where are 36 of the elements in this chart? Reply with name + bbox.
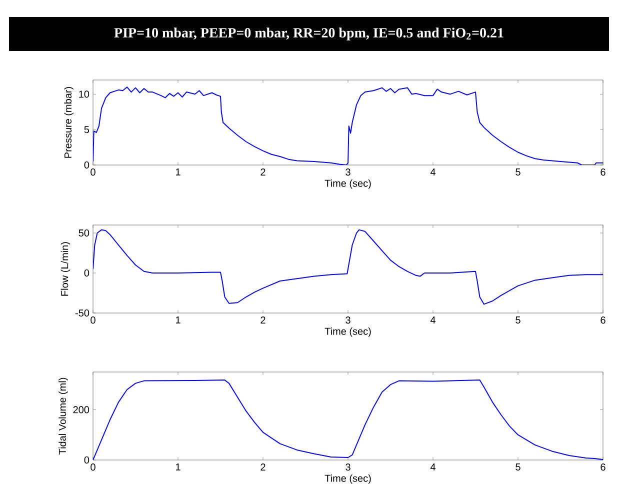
y-tick-label: 0	[84, 456, 90, 464]
x-tick-label: 4	[430, 168, 436, 176]
x-tick-label: 6	[600, 168, 606, 176]
x-tick-label: 5	[516, 316, 520, 324]
x-tick-label: 1	[176, 464, 180, 470]
y-tick-label: 0	[84, 269, 90, 277]
x-tick-label: 1	[176, 168, 180, 176]
x-tick-label: 0	[90, 464, 96, 471]
x-tick-label: 3	[346, 168, 350, 176]
x-tick-label: 3	[346, 464, 350, 471]
x-tick-label: 4	[430, 316, 436, 324]
y-axis-title: Tidal Volume (ml)	[58, 378, 68, 454]
x-tick-label: 2	[260, 316, 266, 324]
y-axis-title: Pressure (mbar)	[64, 87, 74, 158]
x-tick-label: 2	[260, 464, 266, 471]
x-tick-label: 0	[90, 168, 96, 176]
y-tick-label: 5	[84, 126, 90, 134]
x-tick-label: 3	[346, 316, 350, 324]
x-tick-label: 6	[600, 464, 606, 471]
x-tick-label: 1	[176, 316, 180, 324]
chart-title: PIP=10 mbar, PEEP=0 mbar, RR=20 bpm, IE=0.5 and FiO$_{2}$=0.21	[114, 28, 504, 40]
y-tick-label: 200	[73, 406, 90, 414]
x-axis-title: Time (sec)	[324, 474, 371, 484]
y-tick-label: 10	[79, 90, 90, 98]
y-tick-label: 0	[84, 161, 90, 169]
x-tick-label: 0	[90, 316, 96, 324]
x-tick-label: 5	[516, 464, 520, 471]
x-axis-title: Time (sec)	[324, 179, 371, 189]
x-tick-label: 5	[516, 168, 520, 176]
y-axis-title: Flow (L/min)	[60, 242, 70, 296]
y-tick-label: -50	[75, 309, 90, 317]
x-tick-label: 2	[260, 168, 266, 176]
x-tick-label: 4	[430, 464, 436, 470]
y-tick-label: 50	[78, 229, 90, 237]
x-axis-title: Time (sec)	[324, 327, 371, 337]
x-tick-label: 6	[600, 316, 606, 324]
